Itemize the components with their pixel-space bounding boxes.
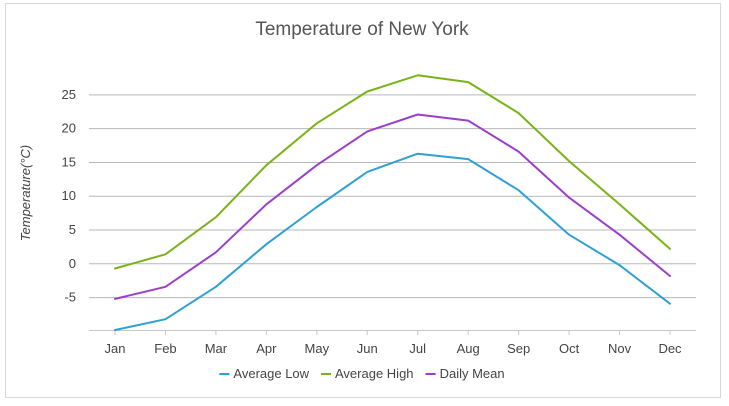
y-tick-label: 5	[69, 222, 76, 237]
x-tick-label: Oct	[559, 341, 580, 356]
legend-item-average-high[interactable]: Average High	[321, 366, 414, 381]
y-tick-label: 25	[62, 87, 76, 102]
legend-item-daily-mean[interactable]: Daily Mean	[425, 366, 505, 381]
grid-layer	[89, 94, 696, 299]
chart-frame	[5, 3, 721, 398]
y-tick-label: 15	[62, 154, 76, 169]
x-tick-label: Dec	[658, 341, 682, 356]
y-axis-label: Temperature(°C)	[18, 145, 33, 241]
x-tick-label: Jul	[409, 341, 426, 356]
series-line-average-low	[114, 152, 671, 331]
series-line-daily-mean	[114, 113, 671, 300]
legend-label: Average Low	[233, 366, 309, 381]
y-tick-label: 0	[69, 256, 76, 271]
x-tick-label: May	[305, 341, 330, 356]
legend-item-average-low[interactable]: Average Low	[219, 366, 310, 381]
legend-label: Daily Mean	[440, 366, 505, 381]
x-tick-label: Mar	[205, 341, 228, 356]
chart-title: Temperature of New York	[255, 19, 469, 40]
x-tick-label: Aug	[457, 341, 480, 356]
y-tick-label: 20	[62, 121, 76, 136]
x-tick-label: Jan	[105, 341, 126, 356]
y-tick-label: -5	[64, 290, 76, 305]
x-tick-label: Feb	[154, 341, 176, 356]
legend[interactable]: Average Low Average High Daily Mean	[219, 366, 505, 381]
series-line-average-high	[114, 74, 671, 270]
x-tick-label: Jun	[357, 341, 378, 356]
legend-label: Average High	[335, 366, 414, 381]
x-tick-label: Sep	[507, 341, 530, 356]
axis-layer: -5 0 5 10 15 20 25 Jan Feb Mar Apr May Jun Jul Aug Sep O…	[62, 87, 696, 356]
y-tick-label: 10	[62, 188, 76, 203]
series-layer	[114, 74, 671, 331]
x-tick-label: Nov	[608, 341, 632, 356]
x-tick-label: Apr	[256, 341, 277, 356]
